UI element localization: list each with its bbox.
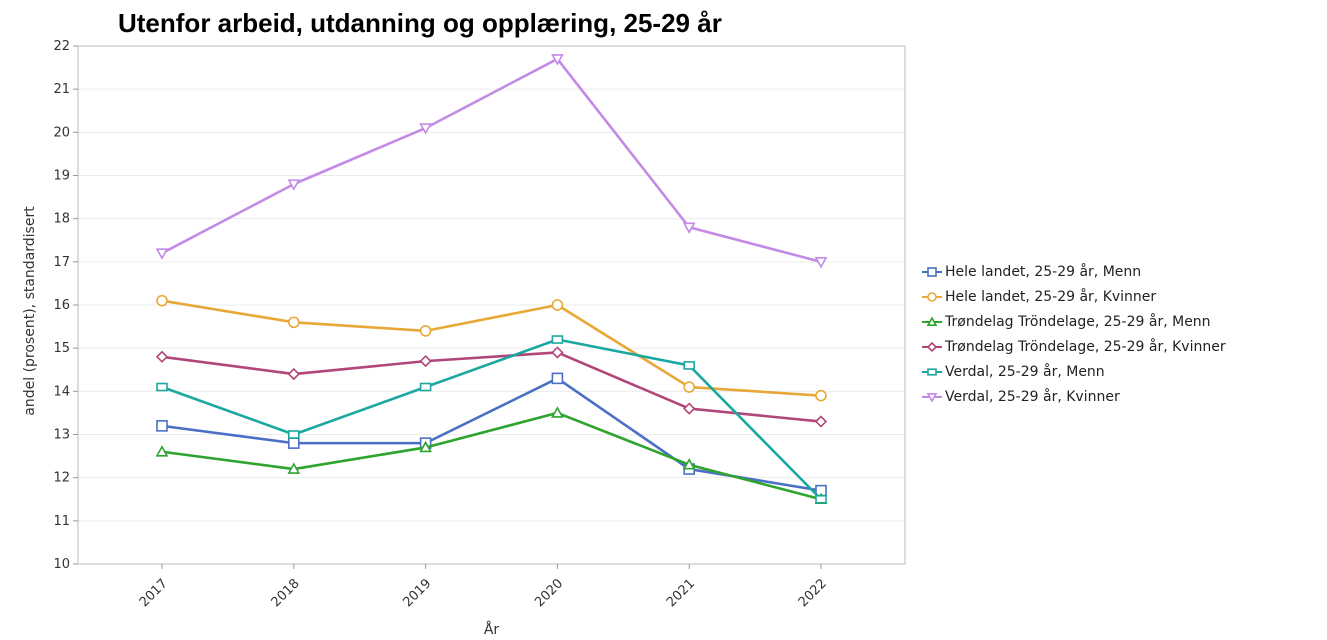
data-point [419, 354, 432, 368]
series-line [161, 338, 822, 501]
legend-label: Trøndelag Tröndelage, 25-29 år, Kvinner [945, 338, 1226, 355]
chart-title: Utenfor arbeid, utdanning og opplæring, … [118, 8, 722, 38]
data-point [155, 350, 169, 363]
data-point [815, 494, 827, 504]
data-point [287, 437, 300, 449]
data-point [551, 54, 564, 66]
legend-item: Hele landet, 25-29 år, Menn [921, 259, 1226, 284]
data-point [156, 382, 168, 392]
y-axis-label: andel (prosent), standardisert [22, 206, 38, 416]
y-tick-label: 20 [53, 125, 70, 140]
legend-item: Trøndelag Tröndelage, 25-29 år, Menn [921, 309, 1226, 334]
data-point [551, 335, 564, 344]
series [155, 406, 828, 505]
y-tick-label: 10 [53, 557, 70, 572]
y-tick-label: 21 [53, 82, 70, 97]
data-point [155, 445, 169, 457]
data-point [156, 294, 168, 307]
x-tick-label: 2018 [269, 576, 303, 610]
y-tick-label: 15 [53, 341, 70, 356]
legend-swatch [922, 315, 942, 326]
data-point [926, 392, 938, 403]
data-point [155, 248, 169, 260]
legend-item: Hele landet, 25-29 år, Kvinner [921, 284, 1226, 309]
legend-swatch [922, 392, 942, 403]
x-tick-label: 2017 [137, 576, 171, 610]
x-tick-label: 2019 [400, 576, 434, 610]
x-tick-label: 2020 [532, 576, 566, 610]
legend-label: Trøndelag Tröndelage, 25-29 år, Menn [945, 313, 1211, 330]
legend-label: Hele landet, 25-29 år, Menn [945, 263, 1142, 280]
data-point [683, 381, 696, 393]
legend-label: Verdal, 25-29 år, Kvinner [945, 388, 1120, 405]
data-point [683, 402, 696, 415]
data-point [927, 291, 937, 302]
x-axis-label: År [484, 621, 500, 638]
series-line [161, 57, 822, 264]
data-point [551, 406, 564, 418]
data-point [419, 325, 432, 337]
legend-item: Verdal, 25-29 år, Kvinner [921, 384, 1226, 409]
series-line [161, 351, 822, 423]
data-point [927, 266, 937, 277]
data-point [551, 372, 564, 385]
data-point [551, 346, 564, 359]
legend-label: Hele landet, 25-29 år, Kvinner [945, 288, 1157, 305]
y-tick-label: 14 [53, 384, 70, 399]
data-point [814, 415, 828, 428]
data-point [287, 316, 300, 329]
data-point [156, 420, 168, 432]
legend-item: Trøndelag Tröndelage, 25-29 år, Kvinner [921, 334, 1226, 359]
data-point [287, 462, 301, 474]
y-tick-label: 11 [53, 514, 70, 529]
legend-item: Verdal, 25-29 år, Menn [921, 359, 1226, 384]
y-tick-label: 19 [53, 169, 70, 184]
x-tick-label: 2022 [796, 576, 830, 610]
series-line [161, 411, 822, 501]
grid-lines [78, 45, 905, 565]
y-tick-label: 22 [53, 39, 70, 54]
y-tick-label: 17 [53, 255, 70, 270]
chart-legend: Hele landet, 25-29 år, Menn Hele landet, … [921, 259, 1226, 409]
data-point [287, 430, 300, 439]
legend-swatch [922, 291, 942, 302]
legend-swatch [922, 367, 942, 376]
y-axis-ticks: 10 11 12 13 14 15 16 17 18 19 20 21 22 [53, 39, 78, 572]
data-point [926, 341, 938, 352]
series [156, 335, 827, 504]
data-point [926, 315, 938, 326]
data-point [419, 123, 432, 135]
series [155, 54, 828, 269]
y-tick-label: 18 [53, 212, 70, 227]
y-tick-label: 16 [53, 298, 70, 313]
data-point [682, 458, 696, 470]
data-point [551, 299, 564, 311]
data-point [683, 361, 696, 370]
data-point [287, 179, 301, 191]
data-point [419, 382, 432, 392]
data-point [815, 389, 827, 402]
y-tick-label: 12 [53, 471, 70, 486]
legend-label: Verdal, 25-29 år, Menn [945, 363, 1105, 380]
y-tick-label: 13 [53, 428, 70, 443]
data-point [419, 440, 432, 453]
legend-swatch [922, 341, 942, 352]
legend-swatch [922, 266, 942, 277]
data-point [287, 367, 300, 381]
x-tick-label: 2021 [664, 576, 698, 610]
data-point [682, 222, 696, 234]
x-axis-ticks: 2017 2018 2019 2020 2021 2022 [137, 564, 830, 610]
data-point [814, 257, 828, 269]
series [155, 346, 828, 428]
data-series [155, 54, 828, 505]
data-point [927, 367, 937, 376]
series-line [161, 377, 822, 492]
